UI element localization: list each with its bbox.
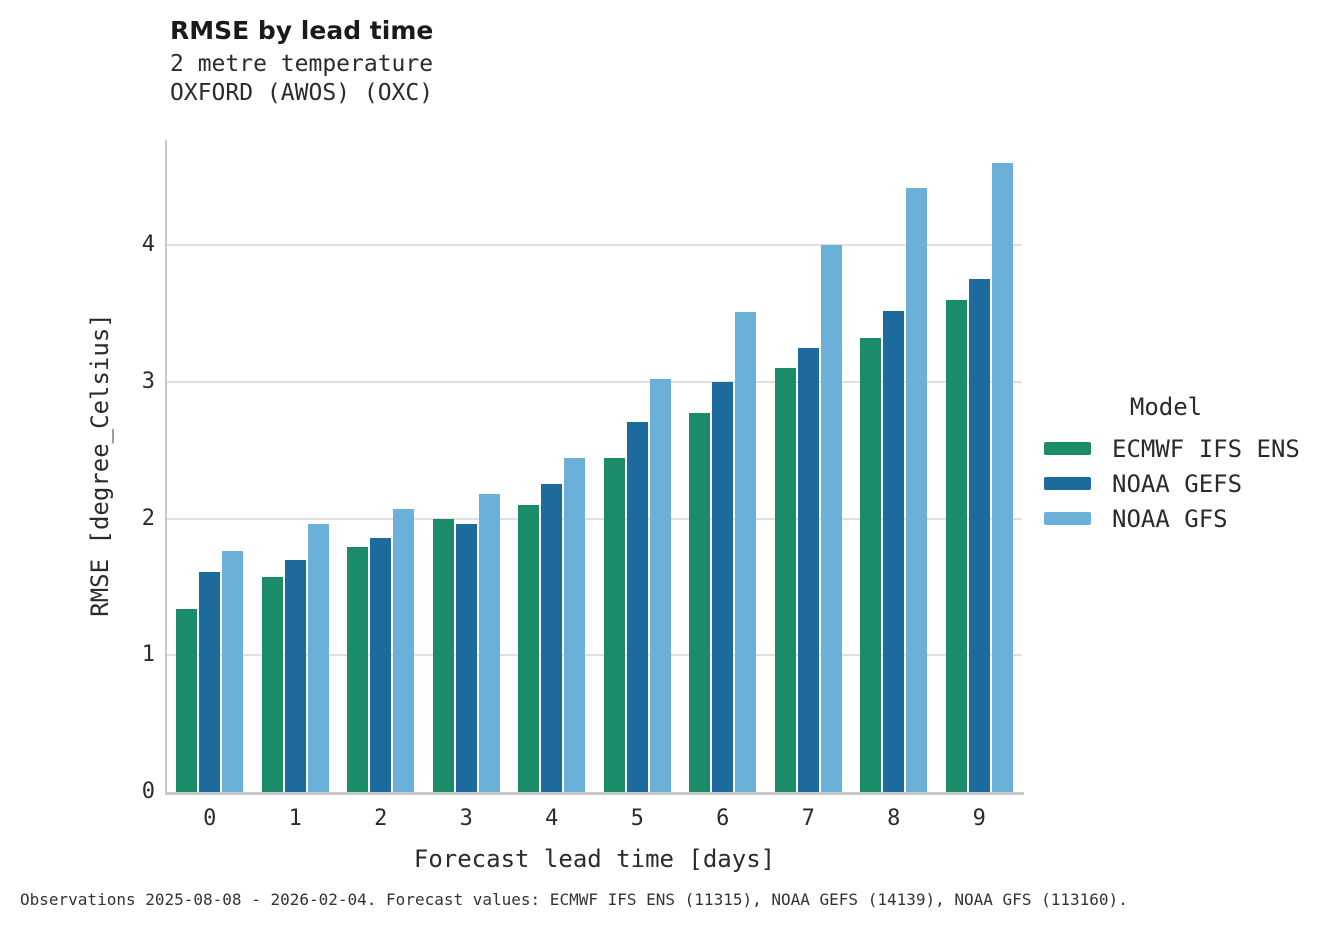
bar-ecmwf-ifs-ens-lead-2 <box>347 547 369 792</box>
chart-title: RMSE by lead time <box>170 16 434 45</box>
bar-noaa-gfs-lead-2 <box>393 509 415 792</box>
gridline-y-3 <box>167 380 1022 383</box>
legend-item-label: NOAA GFS <box>1112 504 1228 533</box>
bar-noaa-gefs-lead-0 <box>199 571 221 792</box>
x-tick-label-7: 7 <box>801 806 815 831</box>
bar-noaa-gfs-lead-6 <box>735 312 757 792</box>
bar-noaa-gefs-lead-8 <box>883 310 905 792</box>
bar-ecmwf-ifs-ens-lead-6 <box>689 413 711 792</box>
bar-noaa-gefs-lead-5 <box>626 421 648 792</box>
legend-swatch-icon <box>1044 477 1091 490</box>
legend-item-noaa-gfs: NOAA GFS <box>1036 501 1316 536</box>
x-tick-label-3: 3 <box>459 806 473 831</box>
x-axis-title: Forecast lead time [days] <box>413 845 776 873</box>
bar-ecmwf-ifs-ens-lead-7 <box>774 368 796 792</box>
bar-noaa-gefs-lead-2 <box>370 537 392 792</box>
x-tick-label-0: 0 <box>203 806 217 831</box>
legend-item-label: NOAA GEFS <box>1112 469 1243 498</box>
legend-item-noaa-gefs: NOAA GEFS <box>1036 466 1316 501</box>
x-axis-spine <box>165 792 1024 795</box>
bar-noaa-gefs-lead-6 <box>712 381 734 792</box>
chart-subtitle-station: OXFORD (AWOS) (OXC) <box>170 80 434 106</box>
legend-swatch-icon <box>1044 442 1091 455</box>
bar-noaa-gefs-lead-7 <box>797 347 819 792</box>
bar-noaa-gfs-lead-5 <box>649 379 671 792</box>
bar-ecmwf-ifs-ens-lead-3 <box>432 518 454 792</box>
y-tick-label-1: 1 <box>141 642 155 668</box>
gridline-y-4 <box>167 244 1022 247</box>
y-tick-label-4: 4 <box>141 232 155 258</box>
bar-ecmwf-ifs-ens-lead-8 <box>860 338 882 792</box>
footer-note: Observations 2025-08-08 - 2026-02-04. Fo… <box>20 890 1128 909</box>
bar-noaa-gfs-lead-3 <box>478 494 500 792</box>
bar-noaa-gfs-lead-7 <box>820 245 842 792</box>
gridline-y-1 <box>167 654 1022 657</box>
bar-ecmwf-ifs-ens-lead-1 <box>261 577 283 792</box>
legend-item-label: ECMWF IFS ENS <box>1112 434 1300 463</box>
y-axis-spine <box>165 140 167 794</box>
bar-noaa-gfs-lead-0 <box>222 551 244 792</box>
bar-noaa-gfs-lead-8 <box>906 187 928 792</box>
y-axis-title: RMSE [degree_Celsius] <box>86 313 114 617</box>
legend-item-ecmwf-ifs-ens: ECMWF IFS ENS <box>1036 431 1316 466</box>
legend-title: Model <box>1129 393 1203 421</box>
bar-noaa-gefs-lead-4 <box>541 484 563 792</box>
bar-ecmwf-ifs-ens-lead-4 <box>518 504 540 792</box>
chart-subtitle-variable: 2 metre temperature <box>170 51 434 77</box>
bar-ecmwf-ifs-ens-lead-9 <box>945 299 967 792</box>
bar-noaa-gefs-lead-3 <box>455 524 477 792</box>
x-tick-label-2: 2 <box>374 806 388 831</box>
bar-noaa-gfs-lead-1 <box>307 524 329 792</box>
x-tick-label-1: 1 <box>288 806 302 831</box>
x-tick-label-4: 4 <box>545 806 559 831</box>
x-tick-label-6: 6 <box>716 806 730 831</box>
bar-noaa-gefs-lead-9 <box>968 279 990 792</box>
x-tick-label-9: 9 <box>972 806 986 831</box>
y-tick-label-3: 3 <box>141 368 155 394</box>
y-tick-label-0: 0 <box>141 779 155 804</box>
legend-swatch-icon <box>1044 512 1091 525</box>
gridline-y-2 <box>167 517 1022 520</box>
bar-noaa-gefs-lead-1 <box>284 559 306 792</box>
legend: Model ECMWF IFS ENS NOAA GEFS NOAA GFS <box>1036 393 1316 536</box>
bar-noaa-gfs-lead-9 <box>991 163 1013 792</box>
y-tick-label-2: 2 <box>141 505 155 531</box>
bar-ecmwf-ifs-ens-lead-0 <box>176 608 198 792</box>
x-tick-label-5: 5 <box>630 806 644 831</box>
bar-noaa-gfs-lead-4 <box>564 458 586 792</box>
bar-ecmwf-ifs-ens-lead-5 <box>603 458 625 792</box>
x-tick-label-8: 8 <box>887 806 901 831</box>
